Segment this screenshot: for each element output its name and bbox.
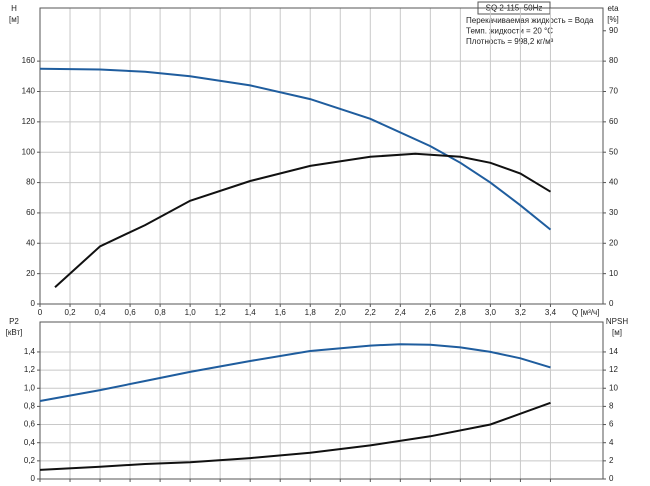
y2-tick-label: 90 — [609, 26, 618, 35]
y-tick-label: 1,2 — [24, 365, 36, 374]
curve — [54, 152, 552, 289]
y2-tick-label: 10 — [609, 269, 618, 278]
y-tick-label: 60 — [26, 208, 35, 217]
x-tick-label: 0,4 — [94, 308, 106, 317]
y2-tick-label: 14 — [609, 347, 618, 356]
y2-tick-label: 60 — [609, 117, 618, 126]
y-tick-label: 0,4 — [24, 438, 36, 447]
y-tick-label: 1,4 — [24, 347, 36, 356]
x-axis-label: Q [м³/ч] — [572, 308, 599, 317]
y2-axis-label: NPSH — [606, 317, 628, 326]
y-tick-label: 120 — [22, 117, 36, 126]
curve — [39, 67, 552, 231]
y2-tick-label: 2 — [609, 456, 614, 465]
y2-tick-label: 20 — [609, 238, 618, 247]
y2-tick-label: 70 — [609, 87, 618, 96]
x-tick-label: 1,2 — [215, 308, 227, 317]
curve — [39, 401, 551, 471]
annotation: Плотность = 998,2 кг/м³ — [466, 37, 554, 46]
y-axis-label: P2 — [9, 317, 19, 326]
y-tick-label: 0 — [31, 474, 36, 483]
plot-frame — [39, 7, 604, 305]
y2-tick-label: 80 — [609, 56, 618, 65]
y2-tick-label: 50 — [609, 147, 618, 156]
x-tick-label: 1,8 — [305, 308, 317, 317]
x-tick-label: 1,4 — [245, 308, 257, 317]
y2-tick-label: 30 — [609, 208, 618, 217]
x-tick-label: 3,4 — [545, 308, 557, 317]
x-tick-label: 3,2 — [515, 308, 527, 317]
y2-tick-label: 8 — [609, 402, 614, 411]
y-tick-label: 20 — [26, 269, 35, 278]
annotation: Темп. жидкости = 20 °C — [466, 27, 553, 36]
x-tick-label: 1,6 — [275, 308, 287, 317]
x-tick-label: 2,4 — [395, 308, 407, 317]
x-tick-label: 2,2 — [365, 308, 377, 317]
x-tick-label: 3,0 — [485, 308, 497, 317]
y2-tick-label: 6 — [609, 420, 614, 429]
y2-tick-label: 10 — [609, 383, 618, 392]
y-tick-label: 100 — [22, 147, 36, 156]
y-axis-unit: [м] — [9, 15, 19, 24]
y2-tick-label: 0 — [609, 474, 614, 483]
y-tick-label: 140 — [22, 87, 36, 96]
y2-axis-unit: [%] — [607, 15, 619, 24]
plot-frame — [39, 321, 604, 480]
x-tick-label: 0,2 — [64, 308, 76, 317]
x-tick-label: 2,0 — [335, 308, 347, 317]
curve — [39, 343, 551, 402]
y-tick-label: 160 — [22, 56, 36, 65]
x-tick-label: 2,6 — [425, 308, 437, 317]
y-tick-label: 0,8 — [24, 402, 36, 411]
x-tick-label: 1,0 — [185, 308, 197, 317]
x-tick-label: 0,8 — [155, 308, 167, 317]
y-tick-label: 80 — [26, 178, 35, 187]
x-tick-label: 0 — [38, 308, 43, 317]
y-tick-label: 0,6 — [24, 420, 36, 429]
y2-axis-label: eta — [607, 4, 619, 13]
y2-tick-label: 4 — [609, 438, 614, 447]
y-axis-label: H — [11, 4, 17, 13]
y2-tick-label: 12 — [609, 365, 618, 374]
y-tick-label: 0,2 — [24, 456, 36, 465]
x-tick-label: 0,6 — [125, 308, 137, 317]
y2-axis-unit: [м] — [612, 328, 622, 337]
y2-tick-label: 40 — [609, 178, 618, 187]
y2-tick-label: 0 — [609, 299, 614, 308]
y-tick-label: 1,0 — [24, 383, 36, 392]
y-tick-label: 40 — [26, 238, 35, 247]
y-tick-label: 0 — [31, 299, 36, 308]
annotation: Перекачиваемая жидкость = Вода — [466, 16, 594, 25]
y-axis-unit: [кВт] — [6, 328, 23, 337]
x-tick-label: 2,8 — [455, 308, 467, 317]
